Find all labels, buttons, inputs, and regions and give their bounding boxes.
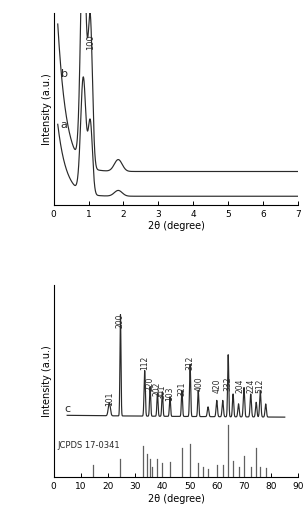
Text: 332: 332 — [224, 377, 233, 391]
Text: 202: 202 — [153, 382, 162, 396]
Text: 101: 101 — [105, 391, 114, 406]
Text: a: a — [61, 120, 67, 131]
X-axis label: 2θ (degree): 2θ (degree) — [147, 221, 204, 232]
Text: 112: 112 — [140, 356, 149, 370]
Text: 200: 200 — [116, 313, 125, 328]
Text: 224: 224 — [246, 378, 255, 393]
Text: 100: 100 — [87, 35, 95, 50]
X-axis label: 2θ (degree): 2θ (degree) — [147, 494, 204, 504]
Text: b: b — [61, 69, 68, 79]
Y-axis label: Intensity (a.u.): Intensity (a.u.) — [42, 73, 52, 144]
Text: 220: 220 — [146, 377, 155, 391]
Text: JCPDS 17-0341: JCPDS 17-0341 — [58, 441, 120, 450]
Y-axis label: Intensity (a.u.): Intensity (a.u.) — [42, 346, 52, 417]
Text: 420: 420 — [212, 378, 221, 393]
Text: 312: 312 — [186, 356, 195, 370]
Text: c: c — [65, 404, 71, 414]
Text: 301: 301 — [158, 385, 167, 399]
Text: 321: 321 — [177, 382, 186, 396]
Text: 204: 204 — [235, 378, 244, 393]
Text: 103: 103 — [166, 386, 174, 401]
Text: 512: 512 — [256, 378, 265, 393]
Text: 400: 400 — [195, 377, 203, 391]
